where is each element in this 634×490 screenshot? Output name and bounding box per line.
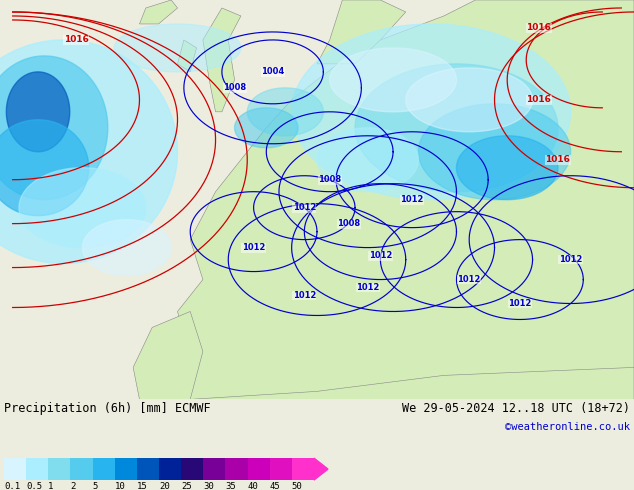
Text: 50: 50: [292, 482, 302, 490]
Polygon shape: [133, 312, 203, 399]
Polygon shape: [292, 24, 571, 199]
Text: 0.5: 0.5: [26, 482, 42, 490]
Bar: [93, 458, 115, 480]
Polygon shape: [355, 64, 558, 192]
Text: 2: 2: [70, 482, 76, 490]
Bar: [4, 458, 26, 480]
Text: 1012: 1012: [293, 203, 316, 212]
Text: 1012: 1012: [559, 255, 582, 264]
Text: 1016: 1016: [63, 35, 89, 45]
Polygon shape: [203, 8, 241, 112]
Text: 1016: 1016: [526, 24, 552, 32]
Polygon shape: [178, 40, 197, 72]
Bar: [115, 458, 137, 480]
Text: 1012: 1012: [242, 243, 265, 252]
Bar: [159, 458, 181, 480]
Polygon shape: [247, 88, 323, 136]
Bar: [181, 458, 204, 480]
Text: We 29-05-2024 12..18 UTC (18+72): We 29-05-2024 12..18 UTC (18+72): [402, 402, 630, 416]
Polygon shape: [0, 120, 89, 216]
Bar: [26, 458, 48, 480]
Text: 1008: 1008: [223, 83, 246, 92]
Polygon shape: [6, 72, 70, 152]
Bar: [70, 458, 93, 480]
Polygon shape: [406, 68, 533, 132]
Text: 1012: 1012: [401, 195, 424, 204]
Text: 1012: 1012: [508, 299, 531, 308]
Polygon shape: [139, 368, 634, 399]
Text: 1016: 1016: [545, 155, 571, 164]
Text: 10: 10: [115, 482, 126, 490]
Text: 1012: 1012: [293, 291, 316, 300]
Polygon shape: [235, 108, 298, 148]
Text: 1008: 1008: [318, 175, 341, 184]
Text: 15: 15: [137, 482, 148, 490]
Text: 5: 5: [93, 482, 98, 490]
Polygon shape: [330, 48, 456, 112]
Text: 1012: 1012: [369, 251, 392, 260]
Text: 0.1: 0.1: [4, 482, 20, 490]
Text: 1008: 1008: [337, 219, 360, 228]
Bar: [269, 458, 292, 480]
Polygon shape: [139, 0, 178, 24]
Text: 25: 25: [181, 482, 192, 490]
Polygon shape: [418, 104, 571, 199]
Text: 45: 45: [269, 482, 280, 490]
Text: 35: 35: [226, 482, 236, 490]
Polygon shape: [0, 40, 178, 264]
Polygon shape: [0, 56, 108, 199]
Text: 20: 20: [159, 482, 170, 490]
Text: 1012: 1012: [458, 275, 481, 284]
Bar: [247, 458, 269, 480]
Polygon shape: [314, 458, 328, 480]
Bar: [48, 458, 70, 480]
Polygon shape: [317, 128, 418, 192]
Bar: [292, 458, 314, 480]
Text: 30: 30: [204, 482, 214, 490]
Text: 1016: 1016: [526, 96, 552, 104]
Polygon shape: [317, 0, 406, 64]
Polygon shape: [82, 220, 171, 275]
Text: Precipitation (6h) [mm] ECMWF: Precipitation (6h) [mm] ECMWF: [4, 402, 210, 416]
Bar: [204, 458, 226, 480]
Text: ©weatheronline.co.uk: ©weatheronline.co.uk: [505, 422, 630, 432]
Text: 1: 1: [48, 482, 54, 490]
Polygon shape: [114, 24, 241, 72]
Polygon shape: [456, 136, 558, 199]
Text: 40: 40: [247, 482, 258, 490]
Bar: [137, 458, 159, 480]
Bar: [226, 458, 247, 480]
Polygon shape: [19, 168, 146, 247]
Text: 1012: 1012: [356, 283, 379, 292]
Text: 1004: 1004: [261, 68, 284, 76]
Polygon shape: [178, 0, 634, 399]
